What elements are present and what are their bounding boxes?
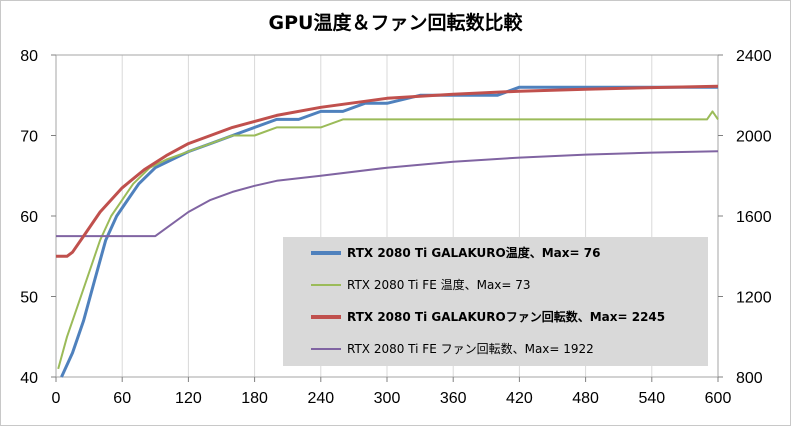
y-right-tick-label: 2400 <box>736 48 772 65</box>
x-tick-label: 0 <box>52 390 61 407</box>
x-tick-label: 600 <box>705 390 732 407</box>
x-tick-label: 540 <box>638 390 665 407</box>
y-left-tick-label: 60 <box>20 209 38 226</box>
x-tick-label: 300 <box>374 390 401 407</box>
chart-title: GPU温度＆ファン回転数比較 <box>268 12 523 34</box>
x-tick-label: 240 <box>307 390 334 407</box>
y-left-tick-label: 40 <box>20 370 38 387</box>
legend-label-2: RTX 2080 Ti FE 温度、Max= 73 <box>347 277 531 292</box>
x-tick-label: 60 <box>113 390 131 407</box>
x-tick-label: 420 <box>506 390 533 407</box>
y-left-tick-label: 80 <box>20 48 38 65</box>
legend-box <box>283 237 708 366</box>
x-tick-label: 480 <box>572 390 599 407</box>
series-line-4 <box>56 84 719 258</box>
y-right-tick-label: 2000 <box>736 129 772 146</box>
y-right-tick-label: 1600 <box>736 209 772 226</box>
legend-label-4: RTX 2080 Ti FE ファン回転数、Max= 1922 <box>347 341 594 356</box>
series-line-3 <box>56 150 719 238</box>
y-left-tick-label: 50 <box>20 290 38 307</box>
y-left-tick-label: 70 <box>20 129 38 146</box>
y-right-tick-label: 800 <box>736 370 763 387</box>
x-tick-label: 180 <box>241 390 268 407</box>
legend-label-1: RTX 2080 Ti GALAKURO温度、Max= 76 <box>347 245 600 260</box>
x-tick-label: 120 <box>175 390 202 407</box>
series-line-2 <box>57 110 719 370</box>
legend-label-3: RTX 2080 Ti GALAKUROファン回転数、Max= 2245 <box>347 309 665 324</box>
y-right-tick-label: 1200 <box>736 290 772 307</box>
x-tick-label: 360 <box>440 390 467 407</box>
